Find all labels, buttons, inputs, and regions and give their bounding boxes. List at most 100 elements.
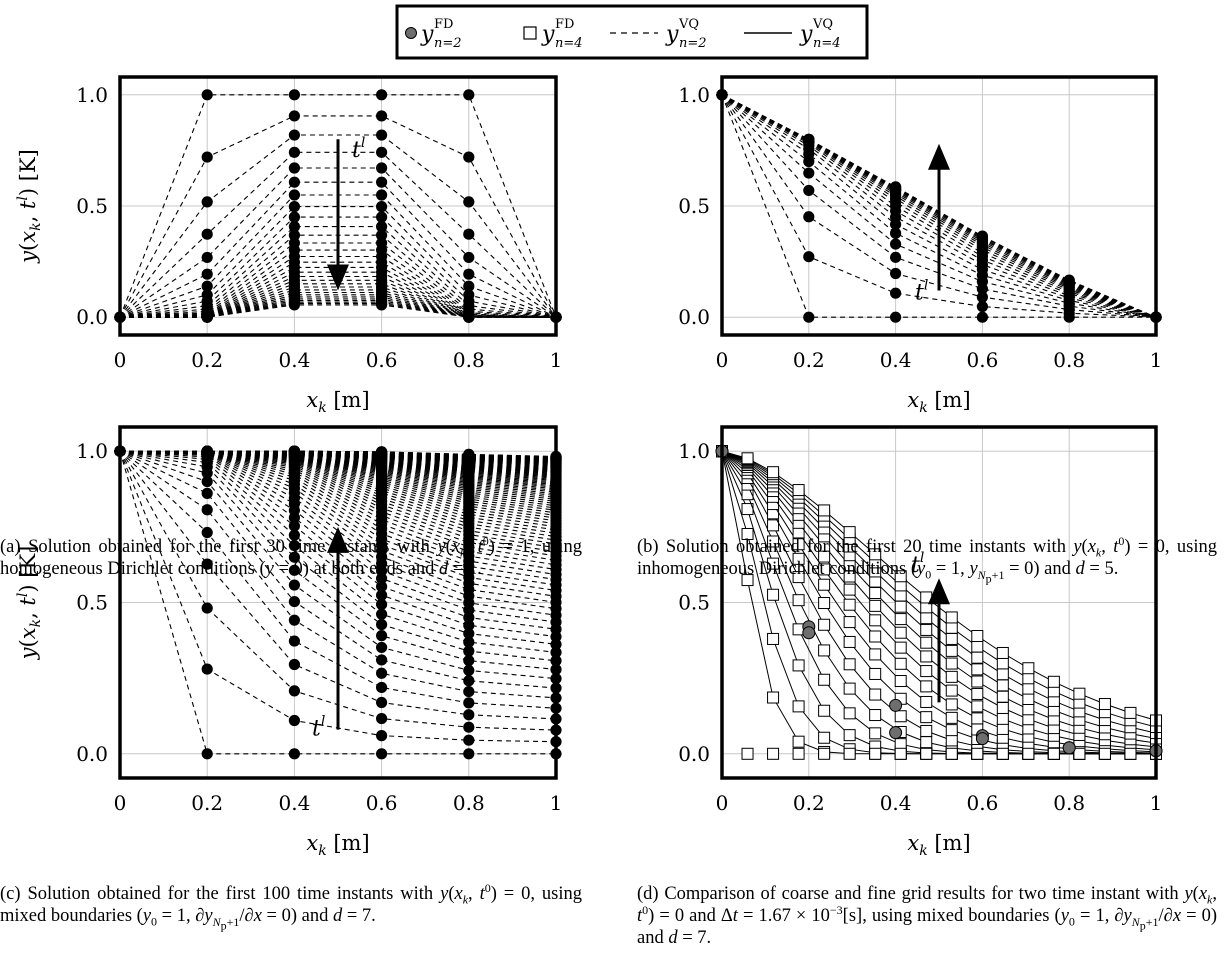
data-point bbox=[288, 748, 300, 760]
data-point bbox=[976, 230, 989, 242]
data-point bbox=[890, 238, 902, 250]
data-point-square bbox=[869, 727, 882, 740]
data-point-square bbox=[894, 641, 907, 654]
y-tick-label: 0.5 bbox=[76, 591, 108, 615]
legend-entry-4: y VQ n=4 bbox=[744, 17, 841, 51]
data-point-square bbox=[792, 484, 805, 497]
data-point-square bbox=[996, 712, 1009, 725]
data-point bbox=[376, 667, 388, 679]
data-point-square bbox=[843, 729, 856, 742]
data-point bbox=[288, 564, 300, 576]
data-point bbox=[376, 748, 388, 760]
data-point-square bbox=[945, 734, 958, 747]
data-point-square bbox=[945, 698, 958, 711]
data-point-square bbox=[971, 630, 984, 643]
data-point-square bbox=[971, 700, 984, 713]
data-point-square bbox=[945, 747, 958, 760]
legend-label-sub: n=4 bbox=[555, 36, 583, 51]
data-point-square bbox=[741, 452, 754, 465]
data-point bbox=[201, 663, 213, 675]
x-axis-label: xk [m] bbox=[907, 831, 970, 859]
data-point-square bbox=[971, 663, 984, 676]
x-tick-label: 0.6 bbox=[366, 348, 398, 372]
data-point-square bbox=[818, 731, 831, 744]
data-point-square bbox=[1022, 713, 1035, 726]
data-point-square bbox=[843, 598, 856, 611]
series-line-t0 bbox=[721, 94, 1156, 318]
data-point bbox=[288, 539, 300, 552]
y-tick-label: 0.5 bbox=[678, 194, 710, 218]
data-point bbox=[288, 229, 300, 241]
series-line-t11 bbox=[119, 242, 557, 318]
data-point-square bbox=[945, 711, 958, 724]
data-point-square bbox=[971, 675, 984, 688]
legend-label: y bbox=[665, 22, 679, 47]
series-line-t3 bbox=[721, 94, 1157, 318]
data-point bbox=[890, 311, 902, 323]
series-line-t0 bbox=[119, 451, 556, 755]
data-point bbox=[288, 445, 300, 457]
legend-entry-2: y FD n=4 bbox=[523, 17, 583, 51]
caption-b: (b) Solution obtained for the first 20 t… bbox=[637, 533, 1217, 586]
legend-label: y bbox=[799, 22, 813, 47]
data-point-square bbox=[920, 695, 933, 708]
y-tick-label: 1.0 bbox=[678, 83, 710, 107]
arrow-head bbox=[327, 264, 349, 291]
data-point-square bbox=[818, 618, 831, 631]
data-point-square bbox=[1098, 747, 1111, 760]
data-point bbox=[288, 529, 300, 541]
series-line-t7 bbox=[119, 206, 557, 318]
data-point bbox=[463, 748, 475, 760]
data-point-square bbox=[920, 665, 933, 678]
caption-d: (d) Comparison of coarse and fine grid r… bbox=[637, 884, 1217, 948]
time-arrow-annotation: tl bbox=[312, 526, 349, 742]
data-point-square bbox=[945, 644, 958, 657]
data-point-square bbox=[869, 667, 882, 680]
data-point-square bbox=[869, 709, 882, 722]
data-point bbox=[463, 697, 475, 709]
data-point bbox=[376, 580, 388, 593]
data-point-square bbox=[1022, 662, 1035, 675]
arrow-head bbox=[928, 578, 950, 605]
x-tick-label: 0.4 bbox=[880, 348, 912, 372]
panel-b: 0 0.2 0.4 0.6 0.8 1 0.0 0.5 1.0 xk [m] tl bbox=[678, 75, 1162, 416]
series-line-t0 bbox=[119, 94, 557, 318]
tick-labels: 0 0.2 0.4 0.6 0.8 1 0.0 0.5 1.0 bbox=[678, 83, 1162, 372]
legend-label-sub: n=2 bbox=[434, 36, 462, 51]
x-tick-label: 0.8 bbox=[453, 791, 485, 815]
tick-labels: 0 0.2 0.4 0.6 0.8 1 0.0 0.5 1.0 bbox=[76, 439, 562, 815]
x-tick-label: 0.2 bbox=[191, 348, 223, 372]
data-point bbox=[463, 685, 475, 698]
x-tick-label: 0 bbox=[114, 791, 127, 815]
data-point-square bbox=[971, 712, 984, 725]
data-point-square bbox=[996, 701, 1009, 714]
arrow-label: tl bbox=[352, 135, 365, 163]
data-point-square bbox=[894, 675, 907, 688]
data-point bbox=[463, 151, 475, 163]
x-tick-label: 0.4 bbox=[880, 791, 912, 815]
legend-box bbox=[395, 4, 869, 60]
data-point bbox=[463, 251, 475, 264]
data-point-square bbox=[894, 570, 907, 583]
plot-frame bbox=[118, 425, 558, 780]
legend-entry-3: y VQ n=2 bbox=[610, 17, 707, 51]
data-point bbox=[976, 311, 989, 323]
data-point-square bbox=[869, 548, 882, 561]
data-point bbox=[376, 146, 388, 158]
data-point-square bbox=[920, 636, 933, 649]
data-point bbox=[376, 299, 388, 311]
data-point-square bbox=[843, 635, 856, 648]
data-point bbox=[463, 89, 475, 101]
x-axis-label: xk [m] bbox=[306, 831, 369, 859]
legend-label-sub: n=2 bbox=[679, 36, 707, 51]
x-tick-label: 0 bbox=[716, 791, 729, 815]
data-point-square bbox=[945, 621, 958, 634]
data-point-square bbox=[996, 668, 1009, 681]
series-line-t3 bbox=[119, 450, 557, 720]
series-line-t1 bbox=[721, 94, 1157, 318]
x-tick-label: 0.4 bbox=[278, 791, 310, 815]
data-point bbox=[463, 721, 475, 733]
data-point bbox=[201, 251, 213, 264]
data-point-circle bbox=[802, 626, 816, 640]
y-tick-label: 1.0 bbox=[76, 439, 108, 463]
